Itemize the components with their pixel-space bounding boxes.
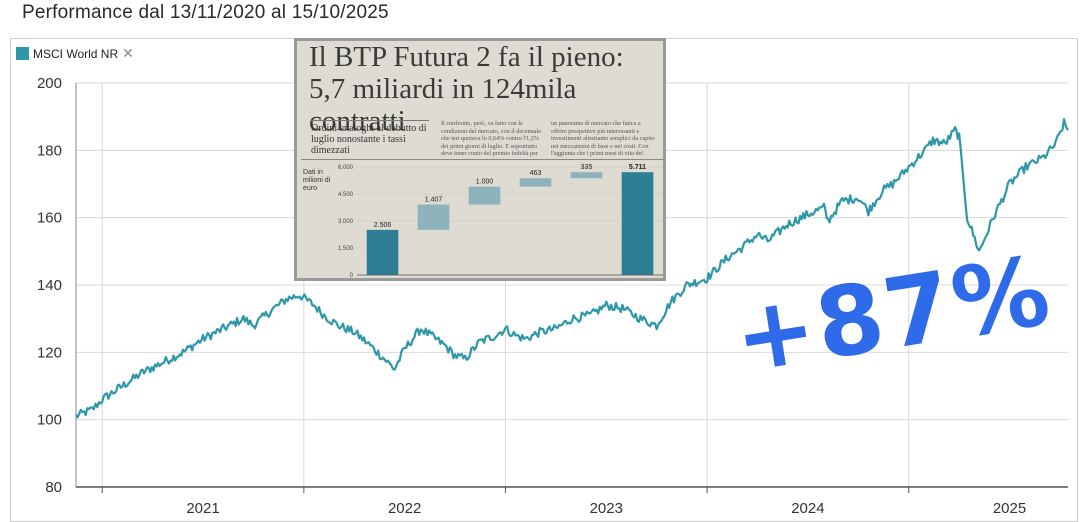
newspaper-clipping: Il BTP Futura 2 fa il pieno: 5,7 miliard… (294, 38, 666, 281)
clip-bar (366, 229, 399, 275)
clip-bar (417, 204, 450, 230)
clip-y-tick-label: 0 (350, 273, 354, 279)
y-tick-label: 100 (37, 412, 62, 429)
legend-swatch (16, 47, 29, 60)
clip-category-label: Totale (631, 278, 645, 281)
y-tick-label: 120 (37, 344, 62, 361)
legend-label: MSCI World NR (33, 46, 119, 61)
clipping-subheading: Ordini analoghi al debutto di luglio non… (311, 120, 429, 156)
legend[interactable]: MSCI World NR ✕ (16, 45, 134, 62)
y-tick-label: 140 (37, 277, 62, 294)
clip-y-tick-label: 3.000 (338, 219, 354, 225)
clip-y-tick-label: 6.000 (338, 165, 354, 171)
clipping-column-2: un panorama di mercato che fatica a offr… (551, 120, 655, 158)
clip-bar-label: 1.407 (425, 197, 443, 204)
page-title: Performance dal 13/11/2020 al 15/10/2025 (22, 2, 389, 23)
y-tick-label: 80 (45, 479, 62, 496)
x-tick-label: 2022 (388, 500, 421, 517)
clip-bar-label: 1.000 (476, 179, 494, 186)
series-line (75, 118, 1069, 419)
clip-y-tick-label: 1.500 (338, 246, 354, 252)
clip-bar-label: 335 (581, 164, 593, 171)
y-tick-label: 180 (37, 142, 62, 159)
x-tick-label: 2021 (186, 500, 219, 517)
clipping-headline: Il BTP Futura 2 fa il pieno: 5,7 miliard… (309, 41, 624, 137)
clip-bar (468, 186, 501, 205)
clip-bar-label: 5.711 (629, 164, 646, 171)
waterfall-chart: 0 1.500 3.000 4.500 6.000 2.506 1.407 1.000 463 3… (338, 164, 663, 281)
close-icon[interactable]: ✕ (122, 45, 134, 61)
clip-bar (570, 172, 603, 179)
clip-bar (519, 178, 552, 187)
clipping-units-label: Dati in milioni di euro (303, 169, 331, 192)
y-tick-label: 160 (37, 210, 62, 227)
clip-bar-label: 463 (530, 170, 542, 177)
x-tick-label: 2025 (993, 500, 1026, 517)
x-tick-label: 2024 (791, 500, 824, 517)
clip-bar (621, 172, 654, 275)
x-tick-label: 2023 (590, 500, 623, 517)
clipping-divider (301, 159, 663, 160)
y-tick-label: 200 (37, 75, 62, 92)
clipping-column-1: Il confronto, però, va fatto con le cond… (441, 120, 541, 158)
clip-y-tick-label: 4.500 (338, 192, 354, 198)
clip-bar-label: 2.506 (374, 222, 392, 229)
